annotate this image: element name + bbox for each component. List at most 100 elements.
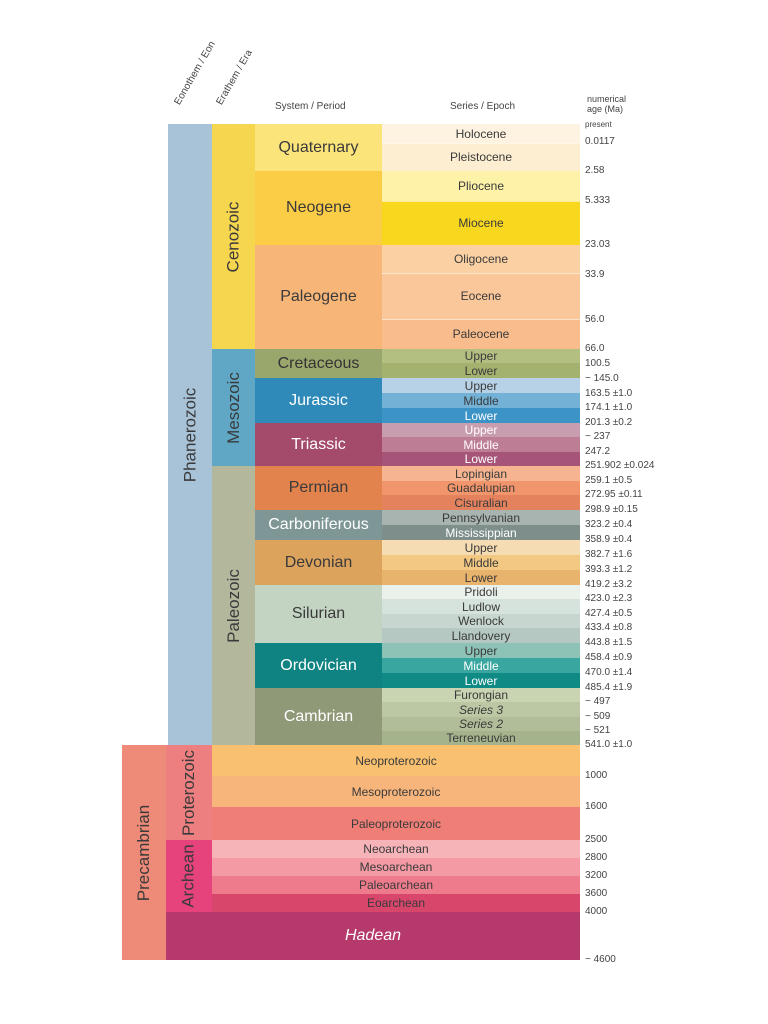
epoch-holocene: Holocene [382,124,580,143]
age-label: 247.2 [585,446,611,457]
age-label: 100.5 [585,358,611,369]
age-header-line1: numerical [587,94,627,104]
age-label: ~ 521 [585,725,611,736]
eon-header: Eonothem / Eon [172,39,218,107]
epoch-ordovician-lower: Lower [382,673,580,688]
era-mesozoic-label: Mesozoic [223,371,243,444]
era-paleozoic: Paleozoic [212,466,255,745]
epoch-header: Series / Epoch [450,101,516,112]
age-label: 2.58 [585,165,605,176]
age-label: 358.9 ±0.4 [585,534,633,545]
unit-paleoarchean: Paleoarchean [212,876,580,894]
era-cenozoic-label: Cenozoic [223,201,243,272]
separator [382,273,580,274]
epoch-jurassic-lower: Lower [382,408,580,423]
era-archean-label: Archean [179,844,199,908]
age-label: 272.95 ±0.11 [585,489,643,500]
age-label: 174.1 ±1.0 [585,402,633,413]
age-label: 1600 [585,801,608,812]
unit-hadean: Hadean [166,912,580,960]
period-triassic: Triassic [255,423,382,466]
period-cambrian: Cambrian [255,688,382,745]
epoch-devonian-upper: Upper [382,540,580,555]
epoch-paleocene: Paleocene [382,319,580,349]
unit-neoarchean: Neoarchean [212,840,580,858]
age-label: present [585,120,612,129]
age-label: 427.4 ±0.5 [585,608,633,619]
age-label: 382.7 ±1.6 [585,549,633,560]
unit-eoarchean: Eoarchean [212,894,580,912]
epoch-cretaceous-upper: Upper [382,349,580,363]
epoch-jurassic-middle: Middle [382,393,580,408]
era-archean: Archean [166,840,212,912]
age-label: 2800 [585,852,608,863]
age-label: 4000 [585,906,608,917]
epoch-mississippian: Mississippian [382,525,580,540]
age-label: 5.333 [585,195,611,206]
period-paleogene: Paleogene [255,245,382,349]
age-label: 66.0 [585,343,605,354]
epoch-series3: Series 3 [382,702,580,717]
age-label: ~ 237 [585,431,611,442]
separator [382,143,580,144]
age-label: 56.0 [585,314,605,325]
epoch-cretaceous-lower: Lower [382,363,580,378]
epoch-jurassic-upper: Upper [382,378,580,393]
epoch-ordovician-middle: Middle [382,658,580,673]
age-label: 1000 [585,770,608,781]
separator [382,319,580,320]
era-header: Erathem / Era [214,48,255,107]
eon-precambrian: Precambrian [122,745,166,960]
era-proterozoic: Proterozoic [166,745,212,840]
age-label: 485.4 ±1.9 [585,682,633,693]
period-cretaceous: Cretaceous [255,349,382,378]
age-label: 470.0 ±1.4 [585,667,633,678]
age-label: 323.2 ±0.4 [585,519,633,530]
age-label: 3200 [585,870,608,881]
age-label: 433.4 ±0.8 [585,622,633,633]
age-label: 458.4 ±0.9 [585,652,633,663]
epoch-devonian-lower: Lower [382,570,580,585]
eon-precambrian-label: Precambrian [134,804,153,901]
age-label: ~ 4600 [585,954,616,965]
period-neogene: Neogene [255,171,382,245]
period-permian: Permian [255,466,382,510]
unit-neoproterozoic: Neoproterozoic [212,745,580,776]
age-label: 419.2 ±3.2 [585,579,633,590]
epoch-guadalupian: Guadalupian [382,481,580,495]
period-header: System / Period [275,101,346,112]
period-quaternary: Quaternary [255,124,382,171]
age-label: 393.3 ±1.2 [585,564,633,575]
epoch-series2: Series 2 [382,717,580,731]
age-label: 259.1 ±0.5 [585,475,633,486]
era-mesozoic: Mesozoic [212,349,255,466]
epoch-triassic-upper: Upper [382,423,580,437]
age-label: 298.9 ±0.15 [585,504,638,515]
epoch-triassic-middle: Middle [382,437,580,452]
age-label: 163.5 ±1.0 [585,388,633,399]
era-proterozoic-label: Proterozoic [179,749,199,836]
epoch-wenlock: Wenlock [382,614,580,628]
epoch-pleistocene: Pleistocene [382,143,580,171]
epoch-miocene: Miocene [382,201,580,245]
period-devonian: Devonian [255,540,382,585]
era-paleozoic-label: Paleozoic [223,568,243,643]
eon-phanerozoic-label: Phanerozoic [180,387,200,482]
period-carboniferous: Carboniferous [255,510,382,540]
age-label: 23.03 [585,239,611,250]
epoch-lopingian: Lopingian [382,466,580,481]
period-ordovician: Ordovician [255,643,382,688]
eon-phanerozoic: Phanerozoic [168,124,212,745]
period-silurian: Silurian [255,585,382,643]
age-label: 423.0 ±2.3 [585,593,633,604]
epoch-llandovery: Llandovery [382,628,580,643]
epoch-pennsylvanian: Pennsylvanian [382,510,580,525]
epoch-eocene: Eocene [382,273,580,319]
age-label: ~ 145.0 [585,373,619,384]
age-label: 541.0 ±1.0 [585,739,633,750]
age-label: ~ 509 [585,711,611,722]
epoch-pliocene: Pliocene [382,171,580,201]
epoch-ordovician-upper: Upper [382,643,580,658]
unit-mesoproterozoic: Mesoproterozoic [212,776,580,807]
epoch-cisuralian: Cisuralian [382,495,580,510]
